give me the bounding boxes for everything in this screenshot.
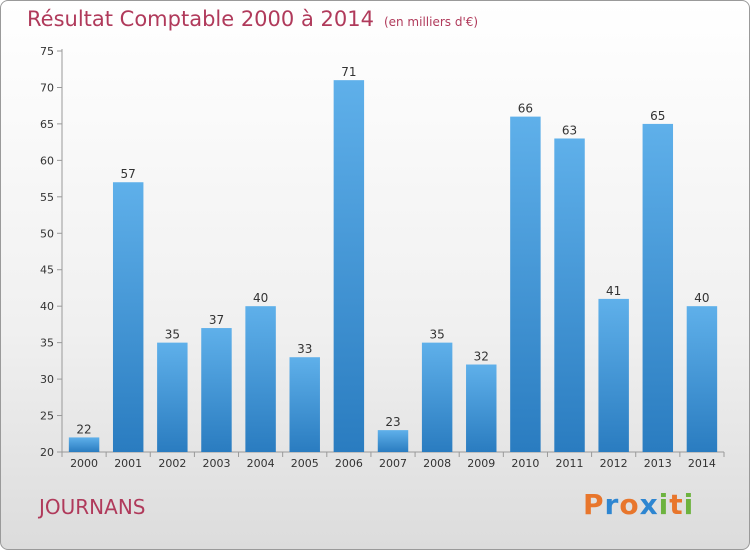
- logo-letter: i: [658, 488, 670, 521]
- y-tick-label: 70: [40, 81, 54, 94]
- data-label: 66: [518, 102, 533, 116]
- y-tick-label: 25: [40, 410, 54, 423]
- chart-title-text: Résultat Comptable 2000 à 2014: [27, 7, 374, 31]
- data-label: 32: [474, 350, 489, 364]
- bar: [201, 328, 232, 452]
- data-label: 57: [121, 167, 136, 181]
- bar: [289, 357, 320, 452]
- bar: [157, 342, 188, 452]
- y-tick-label: 60: [40, 154, 54, 167]
- x-tick-label: 2009: [467, 457, 495, 470]
- x-tick-label: 2004: [247, 457, 275, 470]
- data-label: 63: [562, 123, 577, 137]
- logo-letter: o: [619, 488, 640, 521]
- y-tick-label: 75: [40, 45, 54, 58]
- bar: [510, 116, 541, 453]
- logo-letter: i: [683, 488, 695, 521]
- x-tick-label: 2006: [335, 457, 363, 470]
- x-tick-label: 2011: [556, 457, 584, 470]
- data-label: 35: [165, 328, 180, 342]
- bar: [68, 437, 100, 452]
- x-tick-label: 2013: [644, 457, 672, 470]
- location-label: JOURNANS: [39, 495, 146, 519]
- bar: [377, 430, 409, 452]
- bar: [112, 182, 144, 452]
- logo-letter: P: [583, 488, 605, 521]
- bar: [686, 306, 718, 452]
- data-label: 40: [253, 291, 268, 305]
- y-tick-label: 55: [40, 191, 54, 204]
- data-label: 33: [297, 342, 312, 356]
- bar: [245, 306, 276, 452]
- x-tick-label: 2002: [158, 457, 186, 470]
- chart-subtitle: (en milliers d'€): [383, 15, 479, 29]
- bar: [421, 342, 453, 452]
- bar: [642, 123, 674, 452]
- data-label: 22: [76, 422, 91, 436]
- data-label: 37: [209, 313, 224, 327]
- x-tick-label: 2008: [423, 457, 451, 470]
- logo-letter: r: [604, 488, 620, 521]
- bar: [598, 298, 629, 452]
- bar: [466, 364, 497, 452]
- chart-title: Résultat Comptable 2000 à 2014 (en millie…: [27, 7, 478, 31]
- data-label: 23: [385, 415, 400, 429]
- bar: [333, 80, 365, 452]
- y-tick-label: 30: [40, 373, 54, 386]
- x-tick-label: 2012: [600, 457, 628, 470]
- proxiti-logo: Proxiti: [583, 488, 694, 521]
- data-label: 35: [429, 328, 444, 342]
- y-tick-label: 50: [40, 227, 54, 240]
- x-tick-label: 2010: [511, 457, 539, 470]
- x-tick-label: 2005: [291, 457, 319, 470]
- y-tick-label: 65: [40, 118, 54, 131]
- y-tick-label: 35: [40, 337, 54, 350]
- data-label: 65: [650, 109, 665, 123]
- x-tick-label: 2001: [114, 457, 142, 470]
- logo-letter: t: [669, 488, 684, 521]
- y-tick-label: 20: [40, 446, 54, 459]
- x-tick-label: 2014: [688, 457, 716, 470]
- x-tick-label: 2007: [379, 457, 407, 470]
- data-label: 71: [341, 65, 356, 79]
- x-tick-label: 2000: [70, 457, 98, 470]
- x-tick-label: 2003: [202, 457, 230, 470]
- y-tick-label: 40: [40, 300, 54, 313]
- logo-letter: x: [639, 488, 659, 521]
- data-label: 40: [694, 291, 709, 305]
- data-label: 41: [606, 284, 621, 298]
- y-tick-label: 45: [40, 264, 54, 277]
- bar: [554, 138, 585, 452]
